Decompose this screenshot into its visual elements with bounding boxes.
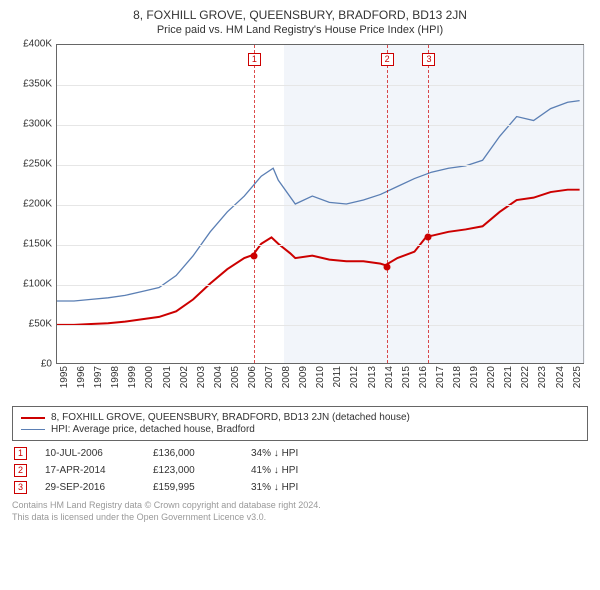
x-tick-label: 2012 bbox=[349, 366, 360, 388]
chart-marker: 1 bbox=[248, 53, 261, 66]
x-tick-label: 1999 bbox=[127, 366, 138, 388]
y-tick-label: £100K bbox=[23, 279, 52, 290]
page-subtitle: Price paid vs. HM Land Registry's House … bbox=[12, 24, 588, 36]
event-date: 17-APR-2014 bbox=[45, 465, 135, 476]
events-table: 1 10-JUL-2006 £136,000 34% ↓ HPI 2 17-APR-201… bbox=[12, 447, 588, 494]
footer-line1: Contains HM Land Registry data © Crown c… bbox=[12, 500, 588, 512]
x-tick-label: 2023 bbox=[537, 366, 548, 388]
event-marker-box: 2 bbox=[14, 464, 27, 477]
event-price: £159,995 bbox=[153, 482, 233, 493]
footer-line2: This data is licensed under the Open Gov… bbox=[12, 512, 588, 524]
event-row: 3 29-SEP-2016 £159,995 31% ↓ HPI bbox=[12, 481, 588, 494]
x-tick-label: 2002 bbox=[179, 366, 190, 388]
event-row: 1 10-JUL-2006 £136,000 34% ↓ HPI bbox=[12, 447, 588, 460]
x-tick-label: 2013 bbox=[367, 366, 378, 388]
event-price: £123,000 bbox=[153, 465, 233, 476]
x-tick-label: 2005 bbox=[230, 366, 241, 388]
event-row: 2 17-APR-2014 £123,000 41% ↓ HPI bbox=[12, 464, 588, 477]
x-tick-label: 2011 bbox=[332, 366, 343, 388]
series-hpi bbox=[57, 101, 580, 301]
event-date: 29-SEP-2016 bbox=[45, 482, 135, 493]
x-tick-label: 2022 bbox=[520, 366, 531, 388]
footer: Contains HM Land Registry data © Crown c… bbox=[12, 500, 588, 523]
event-hpi: 41% ↓ HPI bbox=[251, 465, 331, 476]
price-dot bbox=[425, 234, 432, 241]
legend-item: HPI: Average price, detached house, Brad… bbox=[21, 424, 579, 435]
x-tick-label: 2016 bbox=[418, 366, 429, 388]
x-tick-label: 2019 bbox=[469, 366, 480, 388]
y-tick-label: £50K bbox=[29, 319, 52, 330]
x-tick-label: 2001 bbox=[162, 366, 173, 388]
x-tick-label: 2025 bbox=[572, 366, 583, 388]
series-property bbox=[57, 190, 580, 325]
x-tick-label: 2021 bbox=[503, 366, 514, 388]
x-tick-label: 1995 bbox=[59, 366, 70, 388]
chart-marker: 2 bbox=[381, 53, 394, 66]
chart-marker: 3 bbox=[422, 53, 435, 66]
legend-item: 8, FOXHILL GROVE, QUEENSBURY, BRADFORD, … bbox=[21, 412, 579, 423]
y-tick-label: £400K bbox=[23, 39, 52, 50]
x-tick-label: 2017 bbox=[435, 366, 446, 388]
event-hpi: 31% ↓ HPI bbox=[251, 482, 331, 493]
x-tick-label: 2014 bbox=[384, 366, 395, 388]
x-tick-label: 2000 bbox=[144, 366, 155, 388]
x-tick-label: 2008 bbox=[281, 366, 292, 388]
plot-area: 1 2 3 bbox=[56, 44, 584, 364]
x-tick-label: 2020 bbox=[486, 366, 497, 388]
x-tick-label: 2007 bbox=[264, 366, 275, 388]
legend-label: HPI: Average price, detached house, Brad… bbox=[51, 424, 255, 435]
event-price: £136,000 bbox=[153, 448, 233, 459]
y-tick-label: £350K bbox=[23, 79, 52, 90]
x-tick-label: 2024 bbox=[555, 366, 566, 388]
price-dot bbox=[383, 263, 390, 270]
y-axis: £0£50K£100K£150K£200K£250K£300K£350K£400… bbox=[12, 44, 56, 364]
x-tick-label: 2006 bbox=[247, 366, 258, 388]
price-dot bbox=[250, 253, 257, 260]
page-title: 8, FOXHILL GROVE, QUEENSBURY, BRADFORD, … bbox=[12, 8, 588, 22]
y-tick-label: £150K bbox=[23, 239, 52, 250]
x-tick-label: 2009 bbox=[298, 366, 309, 388]
legend: 8, FOXHILL GROVE, QUEENSBURY, BRADFORD, … bbox=[12, 406, 588, 441]
y-tick-label: £0 bbox=[41, 359, 52, 370]
event-marker-box: 3 bbox=[14, 481, 27, 494]
chart: £0£50K£100K£150K£200K£250K£300K£350K£400… bbox=[12, 44, 588, 404]
x-tick-label: 1996 bbox=[76, 366, 87, 388]
legend-swatch bbox=[21, 429, 45, 430]
event-hpi: 34% ↓ HPI bbox=[251, 448, 331, 459]
chart-lines bbox=[57, 45, 583, 363]
x-tick-label: 1997 bbox=[93, 366, 104, 388]
legend-swatch bbox=[21, 417, 45, 419]
event-marker-box: 1 bbox=[14, 447, 27, 460]
x-tick-label: 2004 bbox=[213, 366, 224, 388]
x-tick-label: 2010 bbox=[315, 366, 326, 388]
event-date: 10-JUL-2006 bbox=[45, 448, 135, 459]
y-tick-label: £200K bbox=[23, 199, 52, 210]
x-tick-label: 1998 bbox=[110, 366, 121, 388]
x-axis: 1995 1996 1997 1998 1999 2000 2001 2002 2003 2004… bbox=[56, 366, 584, 404]
x-tick-label: 2015 bbox=[401, 366, 412, 388]
x-tick-label: 2003 bbox=[196, 366, 207, 388]
x-tick-label: 2018 bbox=[452, 366, 463, 388]
legend-label: 8, FOXHILL GROVE, QUEENSBURY, BRADFORD, … bbox=[51, 412, 410, 423]
y-tick-label: £250K bbox=[23, 159, 52, 170]
y-tick-label: £300K bbox=[23, 119, 52, 130]
